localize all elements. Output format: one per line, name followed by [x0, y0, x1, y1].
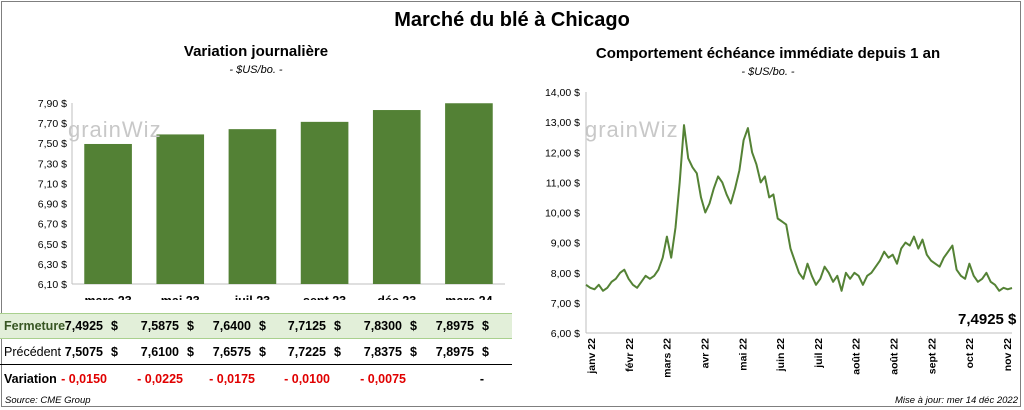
bar-y-tick-label: 7,50 $	[38, 138, 67, 150]
table-cell: 7,6575	[212, 345, 251, 359]
page-title: Marché du blé à Chicago	[394, 9, 630, 31]
table-cell: 7,5875	[140, 319, 179, 333]
currency-sign: $	[259, 345, 266, 359]
table-cell: 7,8975	[435, 319, 474, 333]
currency-sign: $	[410, 319, 417, 333]
bar-y-tick-label: 6,10 $	[38, 279, 67, 291]
table-cell: 7,8300	[363, 319, 402, 333]
table-cell: 7,4925	[64, 319, 103, 333]
bar-2	[228, 129, 277, 284]
table-cell: 7,7225	[287, 345, 326, 359]
table-row-change: Variation - 0,0150 - 0,0225 - 0,0175 - 0,010…	[0, 367, 512, 391]
bar-3	[300, 121, 349, 285]
currency-sign: $	[482, 345, 489, 359]
row-label: Précédent	[4, 345, 61, 359]
right-chart-title: Comportement échéance immédiate depuis 1…	[595, 45, 941, 62]
line-x-tick-label: nov 22	[1002, 338, 1014, 371]
table-cell: - 0,0225	[137, 372, 183, 386]
currency-sign: $	[259, 319, 266, 333]
currency-sign: $	[410, 345, 417, 359]
bar-1	[156, 134, 205, 284]
bar-y-tick-label: 7,30 $	[38, 158, 67, 170]
table-cell: -	[479, 372, 484, 386]
line-y-tick-label: 9,00 $	[551, 238, 580, 250]
bar-y-tick-label: 6,50 $	[38, 239, 67, 251]
table-cell: - 0,0150	[61, 372, 107, 386]
bar-y-tick-label: 7,70 $	[38, 118, 67, 130]
line-x-tick-label: août 22	[889, 338, 901, 375]
table-cell: - 0,0175	[209, 372, 255, 386]
table-cell: 7,5075	[64, 345, 103, 359]
currency-sign: $	[111, 319, 118, 333]
line-y-tick-label: 6,00 $	[551, 328, 580, 340]
line-x-tick-label: janv 22	[586, 338, 598, 375]
grainwiz-logo-right: grainWiz	[585, 117, 679, 142]
bar-x-tick-label: juil 23	[234, 294, 270, 300]
bar-x-tick-label: mars 24	[445, 294, 492, 300]
line-x-tick-label: sept 22	[926, 338, 938, 374]
currency-sign: $	[334, 319, 341, 333]
update-note: Mise à jour: mer 14 déc 2022	[894, 395, 1018, 406]
line-x-tick-label: août 22	[851, 338, 863, 375]
bar-x-tick-label: mai 23	[161, 294, 200, 300]
table-row-previous: Précédent $7,5075 $7,6100 $7,6575 $7,7225 $7,…	[0, 340, 512, 364]
currency-sign: $	[334, 345, 341, 359]
line-x-tick-label: mai 22	[737, 338, 749, 371]
currency-sign: $	[482, 319, 489, 333]
last-value-label: 7,4925 $	[958, 311, 1017, 328]
line-y-tick-label: 7,00 $	[551, 298, 580, 310]
line-y-tick-label: 13,00 $	[545, 117, 580, 129]
table-cell: - 0,0100	[284, 372, 330, 386]
table-cell: 7,7125	[287, 319, 326, 333]
bar-chart: 6,10 $ 6,30 $ 6,50 $ 6,70 $ 6,90 $ 7,10 $ 7,30…	[38, 98, 505, 300]
line-y-tick-label: 8,00 $	[551, 268, 580, 280]
table-cell: 7,6100	[140, 345, 179, 359]
line-y-tick-label: 11,00 $	[546, 177, 580, 189]
table-cell: 7,8975	[435, 345, 474, 359]
right-chart-unit: - $US/bo. -	[741, 66, 795, 78]
bar-x-tick-label: sept 23	[303, 294, 346, 300]
left-chart-title: Variation journalière	[183, 43, 329, 60]
line-x-tick-label: juin 22	[775, 338, 787, 372]
price-series-line	[585, 124, 1013, 292]
table-row-close: Fermeture $7,4925 $7,5875 $7,6400 $7,7125 $7,…	[0, 313, 512, 339]
line-x-tick-label: mars 22	[662, 338, 674, 378]
bar-y-tick-label: 6,90 $	[38, 199, 67, 211]
line-y-tick-label: 10,00 $	[545, 208, 580, 220]
currency-sign: $	[111, 345, 118, 359]
bar-y-tick-label: 6,70 $	[38, 219, 67, 231]
row-label: Variation	[4, 372, 57, 386]
bar-4	[372, 110, 421, 285]
row-label: Fermeture	[4, 319, 66, 333]
bar-5	[445, 103, 493, 284]
grainwiz-logo-left: grainWiz	[68, 117, 162, 142]
bar-y-tick-label: 7,10 $	[38, 178, 67, 190]
bar-x-tick-label: mars 23	[84, 294, 131, 300]
line-x-tick-label: févr 22	[624, 338, 636, 372]
line-y-tick-label: 14,00 $	[545, 87, 580, 99]
bar-y-tick-label: 6,30 $	[38, 259, 67, 271]
source-note: Source: CME Group	[5, 395, 91, 406]
table-cell: 7,6400	[212, 319, 251, 333]
left-chart-unit: - $US/bo. -	[229, 64, 283, 76]
table-cell: 7,8375	[363, 345, 402, 359]
bar-0	[84, 143, 132, 284]
line-x-tick-label: avr 22	[699, 338, 711, 369]
currency-sign: $	[187, 319, 194, 333]
line-x-tick-label: oct 22	[964, 338, 976, 369]
bar-x-tick-label: déc 23	[377, 294, 416, 300]
bar-y-tick-label: 7,90 $	[38, 98, 67, 110]
table-separator	[0, 364, 512, 365]
table-cell: - 0,0075	[360, 372, 406, 386]
currency-sign: $	[187, 345, 194, 359]
line-x-tick-label: juil 22	[813, 338, 825, 369]
line-y-tick-label: 12,00 $	[545, 147, 580, 159]
